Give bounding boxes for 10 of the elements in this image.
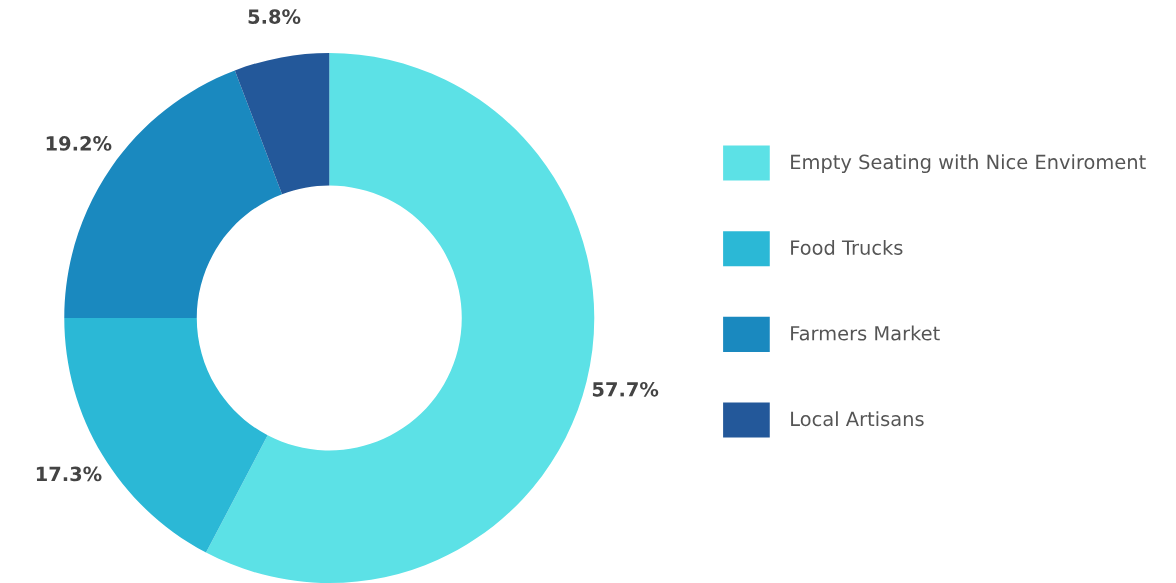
donut-slice — [234, 53, 330, 195]
legend-label: Food Trucks — [791, 239, 903, 255]
data-label: 57.7% — [592, 381, 659, 397]
legend-label: Empty Seating with Nice Enviroment — [791, 154, 1146, 174]
donut-slice — [206, 53, 595, 583]
legend-label: Local Artisans — [791, 411, 924, 427]
legend-label: Farmers Market — [791, 325, 940, 341]
data-label: 17.3% — [36, 466, 102, 482]
data-label: 5.8% — [248, 9, 301, 24]
data-label: 19.2% — [46, 136, 112, 151]
